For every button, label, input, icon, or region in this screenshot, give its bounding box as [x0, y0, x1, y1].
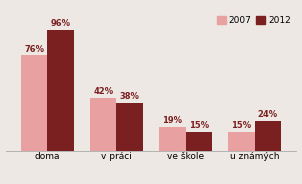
Bar — [185, 132, 212, 151]
Text: 76%: 76% — [24, 45, 44, 54]
Text: 38%: 38% — [120, 92, 140, 101]
Text: 19%: 19% — [162, 116, 182, 125]
Bar — [159, 127, 185, 151]
Text: 15%: 15% — [188, 121, 209, 130]
Bar — [47, 30, 74, 151]
Bar — [228, 132, 255, 151]
Bar — [21, 55, 47, 151]
Text: 96%: 96% — [50, 19, 71, 28]
Bar — [117, 103, 143, 151]
Bar — [255, 121, 281, 151]
Text: 15%: 15% — [231, 121, 252, 130]
Bar — [90, 98, 117, 151]
Text: 42%: 42% — [93, 87, 114, 96]
Legend: 2007, 2012: 2007, 2012 — [214, 13, 294, 29]
Text: 24%: 24% — [258, 110, 278, 119]
